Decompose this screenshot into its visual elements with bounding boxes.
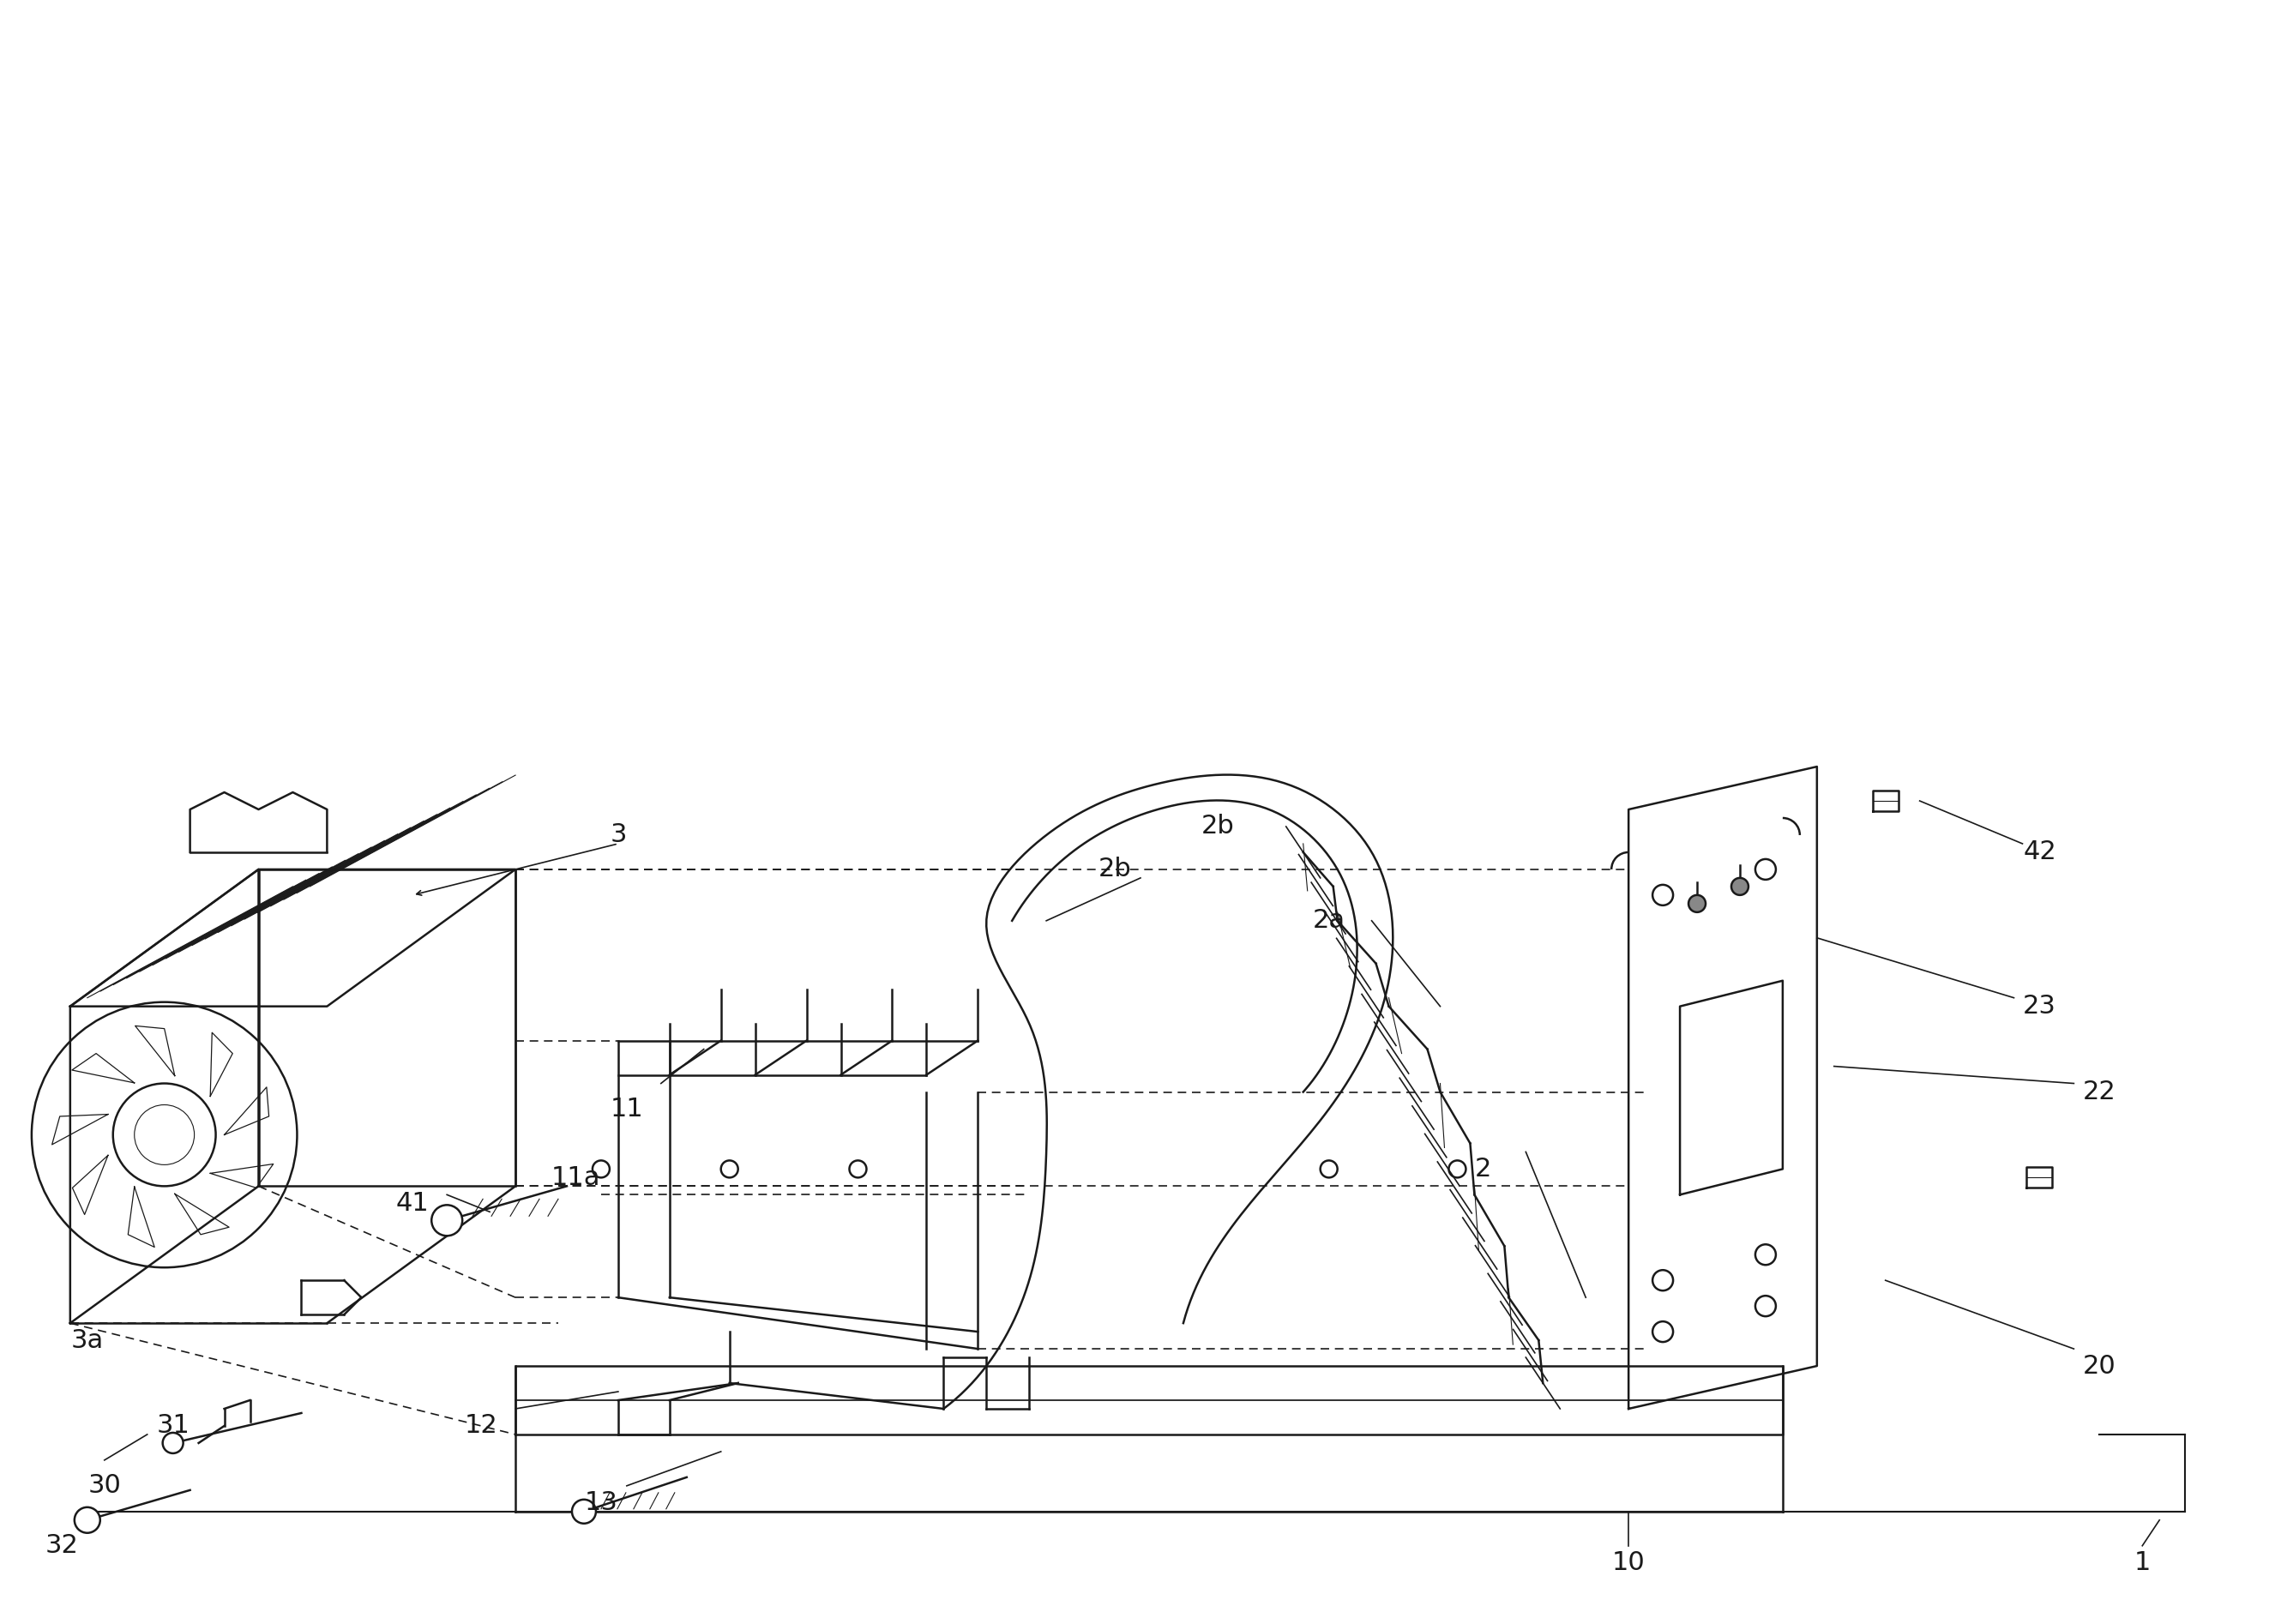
Circle shape	[571, 1499, 596, 1523]
Text: 32: 32	[46, 1533, 77, 1557]
Circle shape	[114, 1083, 216, 1186]
Text: 2a: 2a	[1313, 908, 1345, 934]
Text: 11: 11	[610, 1096, 644, 1122]
Text: 1: 1	[2134, 1551, 2150, 1575]
Text: 3a: 3a	[71, 1328, 105, 1353]
Text: 2b: 2b	[1201, 814, 1233, 840]
Text: 22: 22	[2084, 1080, 2116, 1104]
Text: 30: 30	[89, 1473, 121, 1499]
Circle shape	[1688, 895, 1706, 913]
Text: 12: 12	[464, 1413, 498, 1439]
Text: 42: 42	[2022, 840, 2057, 864]
Circle shape	[432, 1205, 462, 1236]
Text: 23: 23	[2022, 994, 2057, 1018]
Text: 31: 31	[157, 1413, 189, 1439]
Text: 3: 3	[610, 823, 626, 848]
Text: 11a: 11a	[551, 1164, 601, 1190]
Text: 13: 13	[585, 1491, 619, 1515]
Text: 20: 20	[2084, 1353, 2116, 1379]
Circle shape	[1731, 879, 1749, 895]
Text: 10: 10	[1613, 1551, 1645, 1575]
Text: 41: 41	[396, 1190, 430, 1216]
Text: 2b: 2b	[1099, 857, 1131, 882]
Circle shape	[162, 1432, 184, 1453]
Text: 2: 2	[1474, 1156, 1492, 1182]
Circle shape	[75, 1507, 100, 1533]
